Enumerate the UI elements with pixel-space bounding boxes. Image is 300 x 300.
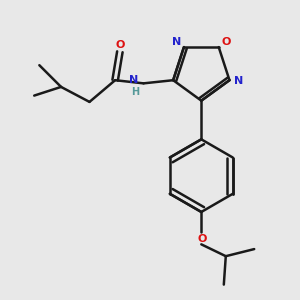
- Text: O: O: [221, 38, 230, 47]
- Text: O: O: [116, 40, 125, 50]
- Text: N: N: [129, 75, 138, 85]
- Text: H: H: [131, 87, 139, 97]
- Text: O: O: [197, 234, 207, 244]
- Text: N: N: [233, 76, 243, 86]
- Text: N: N: [172, 38, 182, 47]
